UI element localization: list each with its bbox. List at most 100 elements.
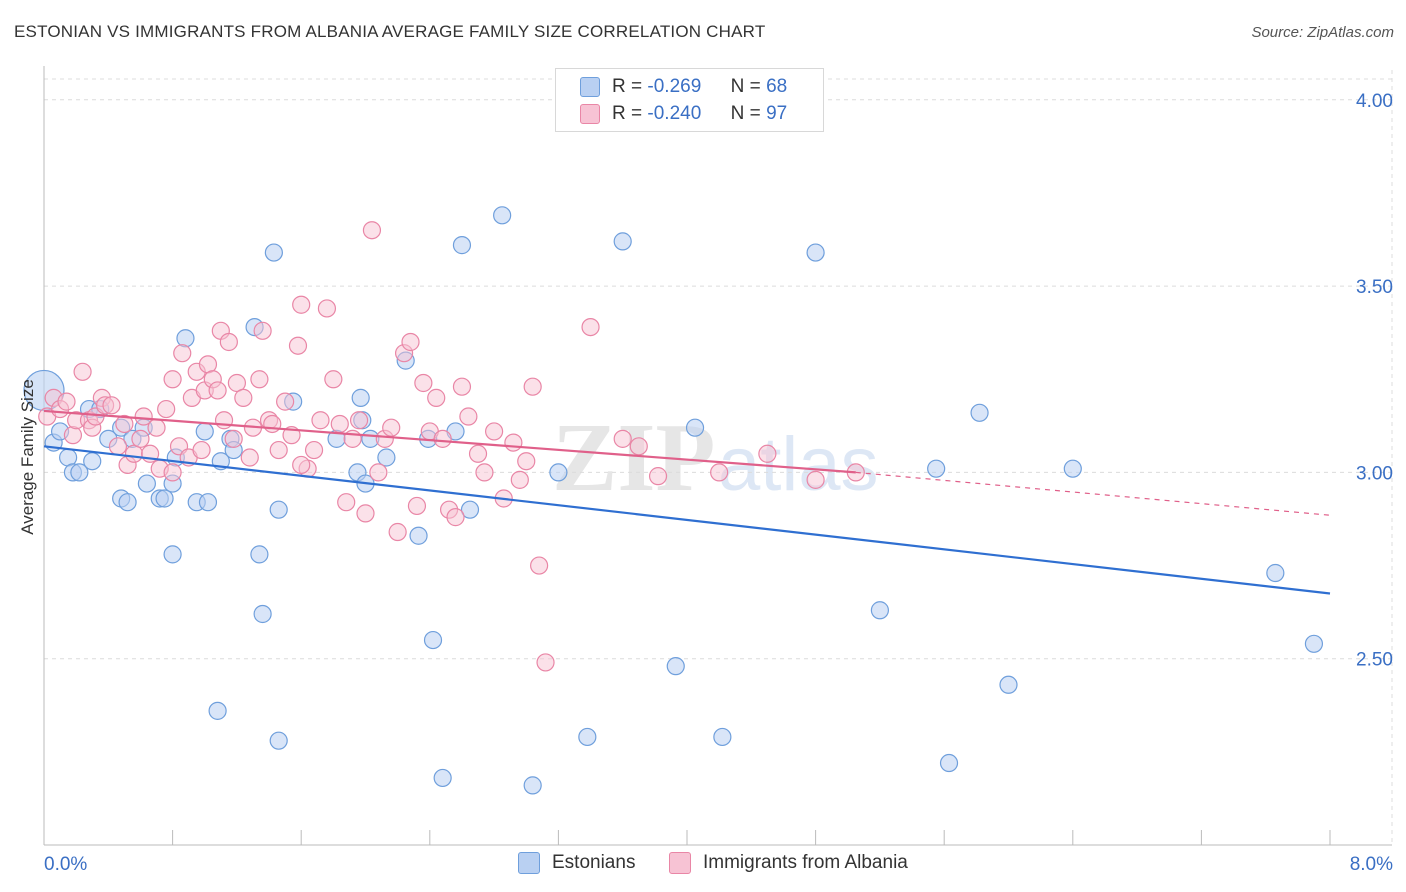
estonians-point xyxy=(264,243,283,262)
r-label: R = xyxy=(612,103,643,124)
albania-point xyxy=(517,452,536,471)
albania-point xyxy=(452,377,472,396)
estonians-point xyxy=(176,329,195,348)
estonians-point xyxy=(208,701,227,720)
estonians-point xyxy=(870,601,890,620)
albania-point xyxy=(163,463,182,482)
albania-point xyxy=(427,388,446,407)
estonians-swatch xyxy=(580,77,600,97)
estonians-point xyxy=(195,422,214,441)
albania-point xyxy=(234,388,253,407)
r-label: R = xyxy=(612,76,643,97)
albania-point xyxy=(288,336,308,355)
legend-item-albania[interactable]: Immigrants from Albania xyxy=(669,852,908,874)
albania-point xyxy=(414,373,433,393)
estonians-point xyxy=(253,604,272,624)
albania-point xyxy=(382,418,401,437)
albania-point xyxy=(485,422,504,441)
chart-title: ESTONIAN VS IMMIGRANTS FROM ALBANIA AVER… xyxy=(14,22,766,41)
albania-point xyxy=(269,440,288,460)
albania-point xyxy=(253,321,272,340)
albania-swatch xyxy=(580,104,600,124)
albania-point xyxy=(317,299,337,318)
albania-point xyxy=(330,414,349,434)
estonians-point xyxy=(999,675,1018,694)
albania-point xyxy=(192,440,211,460)
stats-row-albania: R = -0.240 N = 97 xyxy=(580,101,787,127)
albania-point xyxy=(208,381,227,400)
estonians-point xyxy=(927,459,946,478)
albania-point xyxy=(613,429,632,448)
albania-point xyxy=(362,221,382,240)
albania-point xyxy=(292,295,311,314)
y-tick-label: 2.50 xyxy=(1356,650,1393,671)
albania-point xyxy=(710,463,729,482)
albania-point xyxy=(468,444,488,463)
axes: 2.50 3.00 3.50 4.00 0.0% 8.0% xyxy=(43,66,1393,875)
source-label: Source: ZipAtlas.com xyxy=(1251,24,1394,41)
albania-point xyxy=(356,504,375,523)
albania-point xyxy=(433,429,452,448)
estonians-point xyxy=(118,493,137,512)
albania-point xyxy=(581,317,600,337)
albania-point xyxy=(806,470,825,489)
y-tick-label: 3.00 xyxy=(1356,463,1393,484)
estonians-point xyxy=(460,500,480,519)
estonians-point xyxy=(351,388,370,407)
y-tick-label: 4.00 xyxy=(1356,91,1393,112)
estonians-point xyxy=(137,474,156,493)
albania-point xyxy=(388,522,407,542)
albania-point xyxy=(173,344,192,363)
albania-point xyxy=(57,392,76,411)
albania-point xyxy=(163,370,182,389)
estonians-point xyxy=(409,526,428,545)
albania-point xyxy=(536,653,555,672)
albania-point xyxy=(134,407,153,426)
estonians-point xyxy=(493,206,512,225)
n-label: N = xyxy=(730,103,761,124)
estonians-point xyxy=(666,657,685,676)
albania-point xyxy=(407,496,427,516)
albania-point xyxy=(504,433,523,452)
albania-point xyxy=(648,467,668,486)
albania-point xyxy=(63,426,83,445)
estonians-point xyxy=(433,768,452,788)
stats-row-estonians: R = -0.269 N = 68 xyxy=(580,74,787,100)
estonians-point xyxy=(377,448,396,467)
stats-legend: R = -0.269 N = 68 R = -0.240 N = 97 xyxy=(555,68,824,132)
estonians-point xyxy=(163,545,182,564)
estonians-point xyxy=(250,545,269,564)
albania-point xyxy=(157,399,176,419)
n-value: 68 xyxy=(766,76,788,97)
n-label: N = xyxy=(730,76,761,97)
albania-point xyxy=(147,418,166,437)
legend-item-estonians[interactable]: Estonians xyxy=(518,852,635,874)
y-axis-label: Average Family Size xyxy=(18,379,37,535)
albania-point xyxy=(224,429,243,448)
albania-point xyxy=(324,370,343,389)
albania-point xyxy=(131,429,150,448)
albania-point xyxy=(401,332,420,352)
albania-point xyxy=(219,332,238,352)
albania-trend-extension xyxy=(855,471,1331,516)
r-value: -0.269 xyxy=(647,76,702,97)
estonians-point xyxy=(83,452,102,471)
estonians-point xyxy=(713,727,732,747)
albania-point xyxy=(102,396,121,415)
estonians-point xyxy=(806,243,825,262)
estonians-point xyxy=(549,463,568,482)
estonians-point xyxy=(939,753,959,773)
legend-label-estonians: Estonians xyxy=(552,852,636,873)
albania-point xyxy=(240,448,259,467)
albania-point xyxy=(250,370,269,389)
estonians-legend-swatch xyxy=(518,852,540,874)
r-value: -0.240 xyxy=(647,103,702,124)
albania-point xyxy=(276,392,295,411)
estonians-point xyxy=(155,489,174,508)
albania-point xyxy=(446,508,465,527)
albania-point xyxy=(311,411,330,430)
estonians-point xyxy=(613,232,632,251)
estonians-point xyxy=(970,403,989,422)
trend-lines xyxy=(43,409,1331,595)
